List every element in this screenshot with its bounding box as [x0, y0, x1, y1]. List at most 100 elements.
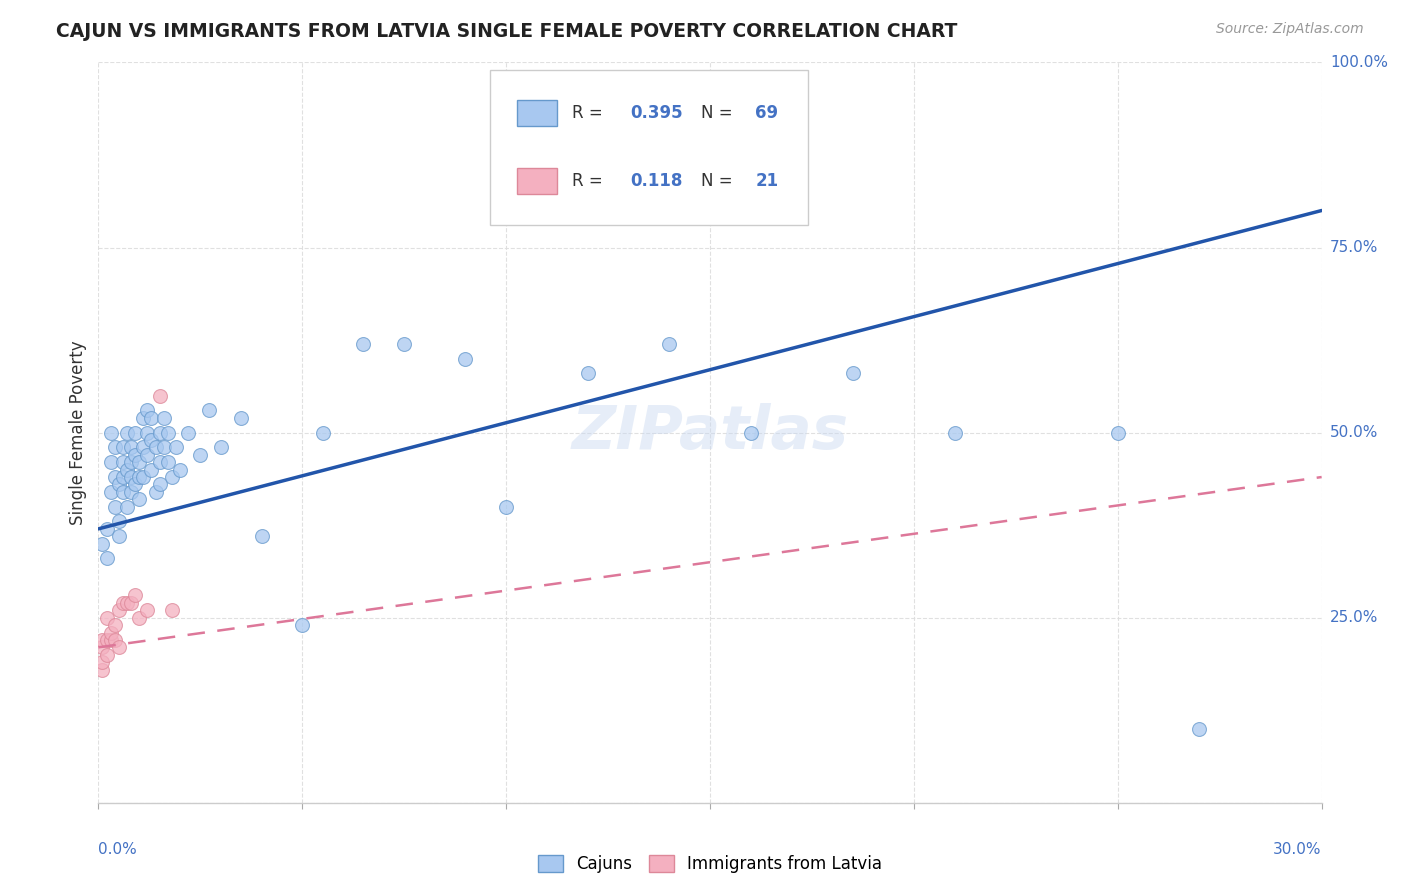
Point	[156, 455, 179, 469]
Point	[197, 403, 219, 417]
Point	[128, 470, 150, 484]
Point	[91, 655, 114, 669]
FancyBboxPatch shape	[517, 168, 557, 194]
Text: 0.118: 0.118	[630, 172, 683, 190]
Text: N =: N =	[702, 172, 738, 190]
Point	[120, 455, 142, 469]
Point	[111, 441, 134, 455]
Point	[177, 425, 200, 440]
Point	[120, 596, 142, 610]
Point	[495, 500, 517, 514]
Point	[141, 462, 163, 476]
Point	[658, 336, 681, 351]
Point	[104, 632, 127, 647]
Text: 69: 69	[755, 103, 779, 122]
FancyBboxPatch shape	[489, 70, 808, 226]
Point	[111, 455, 134, 469]
Text: R =: R =	[572, 103, 607, 122]
Text: Source: ZipAtlas.com: Source: ZipAtlas.com	[1216, 22, 1364, 37]
Point	[392, 336, 416, 351]
Point	[120, 484, 142, 499]
Point	[149, 477, 172, 491]
Point	[149, 389, 172, 403]
Text: 50.0%: 50.0%	[1330, 425, 1378, 440]
Point	[1107, 425, 1129, 440]
Point	[160, 603, 183, 617]
Point	[115, 462, 138, 476]
Point	[141, 433, 163, 447]
Text: 100.0%: 100.0%	[1330, 55, 1388, 70]
Point	[740, 425, 762, 440]
Point	[128, 611, 150, 625]
Point	[454, 351, 477, 366]
Point	[152, 410, 174, 425]
Point	[231, 410, 253, 425]
Point	[100, 455, 122, 469]
Point	[141, 410, 163, 425]
Point	[91, 632, 114, 647]
Text: 25.0%: 25.0%	[1330, 610, 1378, 625]
Text: N =: N =	[702, 103, 738, 122]
Point	[136, 603, 159, 617]
Point	[124, 589, 146, 603]
Point	[100, 425, 122, 440]
Point	[576, 367, 599, 381]
Point	[188, 448, 212, 462]
Point	[124, 425, 146, 440]
Point	[104, 500, 127, 514]
Point	[124, 477, 146, 491]
Text: R =: R =	[572, 172, 607, 190]
Point	[841, 367, 863, 381]
Point	[165, 441, 187, 455]
Point	[104, 470, 127, 484]
Point	[91, 537, 114, 551]
Point	[108, 515, 131, 529]
Point	[96, 551, 118, 566]
FancyBboxPatch shape	[517, 100, 557, 126]
Point	[209, 441, 232, 455]
Point	[145, 441, 167, 455]
Text: ZIPatlas: ZIPatlas	[571, 403, 849, 462]
Point	[108, 529, 131, 543]
Point	[156, 425, 179, 440]
Point	[111, 596, 134, 610]
Point	[152, 441, 174, 455]
Point	[128, 492, 150, 507]
Point	[100, 632, 122, 647]
Point	[160, 470, 183, 484]
Point	[96, 648, 118, 662]
Y-axis label: Single Female Poverty: Single Female Poverty	[69, 341, 87, 524]
Text: 75.0%: 75.0%	[1330, 240, 1378, 255]
Point	[312, 425, 335, 440]
Point	[132, 441, 155, 455]
Text: 21: 21	[755, 172, 779, 190]
Point	[91, 663, 114, 677]
Text: CAJUN VS IMMIGRANTS FROM LATVIA SINGLE FEMALE POVERTY CORRELATION CHART: CAJUN VS IMMIGRANTS FROM LATVIA SINGLE F…	[56, 22, 957, 41]
Point	[291, 618, 314, 632]
Point	[132, 410, 155, 425]
Point	[115, 596, 138, 610]
Point	[96, 632, 118, 647]
Point	[115, 425, 138, 440]
Point	[115, 500, 138, 514]
Point	[124, 448, 146, 462]
Text: 30.0%: 30.0%	[1274, 842, 1322, 856]
Point	[111, 470, 134, 484]
Point	[136, 425, 159, 440]
Point	[120, 470, 142, 484]
Point	[149, 425, 172, 440]
Point	[96, 611, 118, 625]
Point	[1188, 722, 1211, 736]
Point	[100, 484, 122, 499]
Point	[111, 484, 134, 499]
Point	[145, 484, 167, 499]
Point	[352, 336, 374, 351]
Legend: Cajuns, Immigrants from Latvia: Cajuns, Immigrants from Latvia	[531, 848, 889, 880]
Point	[943, 425, 966, 440]
Point	[108, 477, 131, 491]
Text: 0.0%: 0.0%	[98, 842, 138, 856]
Text: 0.395: 0.395	[630, 103, 683, 122]
Point	[132, 470, 155, 484]
Point	[128, 455, 150, 469]
Point	[91, 640, 114, 655]
